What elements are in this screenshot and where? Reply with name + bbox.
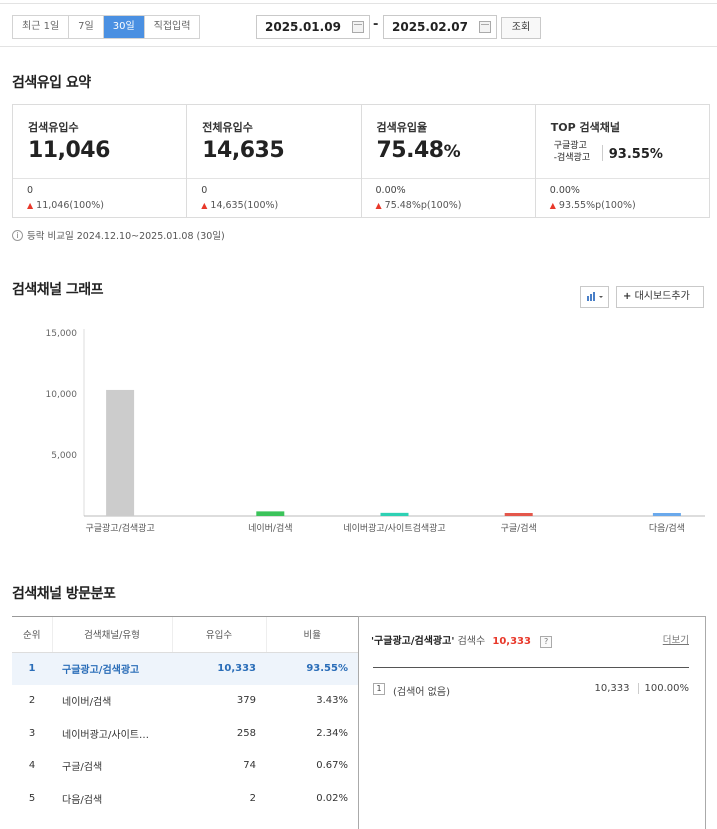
y-tick-label: 5,000 bbox=[51, 451, 77, 461]
card-title: TOP 검색채널 bbox=[550, 121, 620, 134]
table-row[interactable]: 4 구글/검색 74 0.67% bbox=[28, 760, 348, 774]
card-prev-value: 0.00% bbox=[549, 185, 580, 196]
up-arrow-icon: ▲ bbox=[549, 201, 556, 210]
col-count: 유입수 bbox=[172, 617, 267, 653]
card-value: 75.48% bbox=[376, 138, 461, 163]
end-date-field[interactable]: 2025.02.07 bbox=[383, 15, 497, 39]
card-value: 14,635 bbox=[202, 138, 285, 163]
search-channel-chart: 15,000 10,000 5,000 구글광고/검색광고 네이버/검색 네이버광고/사이… bbox=[46, 329, 705, 534]
x-tick-label: 다음/검색 bbox=[649, 522, 685, 534]
up-arrow-icon: ▲ bbox=[27, 201, 34, 210]
y-tick-label: 15,000 bbox=[46, 329, 78, 339]
end-date-value: 2025.02.07 bbox=[392, 20, 468, 34]
chart-bar[interactable] bbox=[256, 511, 285, 516]
up-arrow-icon: ▲ bbox=[201, 201, 208, 210]
more-link[interactable]: 더보기 bbox=[662, 635, 689, 646]
col-rank: 순위 bbox=[12, 617, 53, 653]
start-date-field[interactable]: 2025.01.09 bbox=[256, 15, 370, 39]
up-arrow-icon: ▲ bbox=[375, 201, 382, 210]
table-header-row: 순위 검색채널/유형 유입수 비율 bbox=[12, 617, 358, 653]
table-row[interactable]: 1 구글광고/검색광고 10,333 93.55% bbox=[12, 652, 358, 685]
chart-type-button[interactable] bbox=[580, 286, 609, 308]
period-1day-button[interactable]: 최근 1일 bbox=[13, 16, 70, 38]
table-row[interactable]: 3 네이버광고/사이트… 258 2.34% bbox=[28, 727, 348, 741]
calendar-icon[interactable] bbox=[479, 21, 491, 33]
help-icon[interactable]: ? bbox=[540, 636, 553, 648]
x-tick-label: 네이버/검색 bbox=[248, 522, 292, 534]
search-inflow-rate-card: 검색유입율 75.48% 0.00% ▲ 75.48%p(100%) bbox=[361, 105, 536, 217]
add-dashboard-button[interactable]: + 대시보드추가 bbox=[616, 286, 704, 308]
keyword-detail-panel: '구글광고/검색광고' 검색수 10,333 ? 더보기 1 (검색어 없음) … bbox=[358, 616, 706, 829]
card-title: 검색유입수 bbox=[28, 121, 79, 134]
table-row[interactable]: 5 다음/검색 2 0.02% bbox=[28, 792, 348, 806]
x-tick-label: 구글광고/검색광고 bbox=[85, 522, 154, 534]
col-ratio: 비율 bbox=[266, 617, 358, 653]
summary-cards: 검색유입수 11,046 0 ▲ 11,046(100%) 전체유입수 14,63… bbox=[12, 104, 710, 218]
chart-bar[interactable] bbox=[652, 513, 681, 516]
keyword-row[interactable]: 1 (검색어 없음) 10,333 100.00% bbox=[373, 683, 689, 698]
chart-bar[interactable] bbox=[504, 513, 533, 516]
card-prev-value: 0.00% bbox=[375, 185, 406, 196]
card-prev-value: 0 bbox=[201, 185, 208, 196]
x-tick-label: 구글/검색 bbox=[501, 522, 537, 534]
top-channel-card: TOP 검색채널 구글광고 -검색광고 93.55% 0.00% ▲ 93.55%… bbox=[535, 105, 709, 217]
plus-icon: + bbox=[623, 291, 632, 302]
search-inflow-card: 검색유입수 11,046 0 ▲ 11,046(100%) bbox=[13, 105, 188, 217]
x-tick-label: 네이버광고/사이트검색광고 bbox=[343, 522, 445, 534]
card-change: ▲ 75.48%p(100%) bbox=[375, 200, 462, 211]
top-channel-name: 구글광고 -검색광고 bbox=[553, 141, 591, 163]
card-title: 검색유입율 bbox=[376, 121, 428, 134]
summary-title: 검색유입 요약 bbox=[12, 75, 91, 91]
card-change: ▲ 93.55%p(100%) bbox=[549, 200, 636, 211]
period-7day-button[interactable]: 7일 bbox=[69, 16, 104, 38]
date-separator: - bbox=[373, 17, 379, 32]
compare-date-note: i 등락 비교일 2024.12.10~2025.01.08 (30일) bbox=[12, 228, 225, 242]
total-inflow-card: 전체유입수 14,635 0 ▲ 14,635(100%) bbox=[187, 105, 362, 217]
top-channel-value: 93.55% bbox=[608, 147, 663, 162]
start-date-value: 2025.01.09 bbox=[265, 20, 341, 34]
chart-bar[interactable] bbox=[380, 512, 409, 516]
period-selector: 최근 1일 7일 30일 직접입력 bbox=[12, 15, 201, 39]
y-tick-label: 10,000 bbox=[46, 390, 78, 400]
detail-title: '구글광고/검색광고' 검색수 10,333 ? bbox=[371, 632, 553, 648]
info-icon[interactable]: i bbox=[12, 229, 23, 241]
search-button[interactable]: 조회 bbox=[501, 17, 541, 39]
card-value: 11,046 bbox=[28, 138, 110, 163]
card-change: ▲ 14,635(100%) bbox=[201, 200, 279, 211]
date-filter-bar: 최근 1일 7일 30일 직접입력 2025.01.09 - 2025.02.0… bbox=[0, 3, 717, 47]
graph-title: 검색채널 그래프 bbox=[12, 282, 104, 298]
calendar-icon[interactable] bbox=[352, 21, 364, 33]
card-change: ▲ 11,046(100%) bbox=[27, 200, 104, 211]
chart-bar[interactable] bbox=[106, 389, 135, 516]
bar-chart-icon bbox=[587, 292, 603, 301]
period-30day-button[interactable]: 30일 bbox=[103, 16, 145, 38]
distribution-table: 순위 검색채널/유형 유입수 비율 1 구글광고/검색광고 10,333 93.… bbox=[12, 616, 358, 815]
period-custom-button[interactable]: 직접입력 bbox=[144, 16, 200, 38]
table-row[interactable]: 2 네이버/검색 379 3.43% bbox=[28, 695, 348, 709]
card-title: 전체유입수 bbox=[202, 121, 253, 134]
col-channel: 검색채널/유형 bbox=[52, 617, 173, 653]
distribution-title: 검색채널 방문분포 bbox=[12, 586, 116, 602]
card-prev-value: 0 bbox=[27, 185, 34, 196]
